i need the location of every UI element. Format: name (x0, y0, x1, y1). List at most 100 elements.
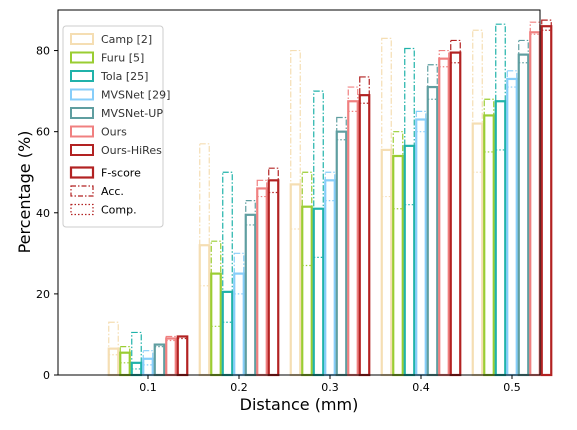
bar-fscore (119, 351, 131, 377)
bar-comp (165, 339, 177, 376)
bar-acc (256, 179, 268, 376)
bar-acc (472, 29, 483, 376)
y-tick-label: 20 (36, 288, 50, 301)
bar-comp (222, 321, 233, 376)
bar-fscore (210, 272, 222, 377)
bar-comp (506, 86, 518, 376)
bar-fscore (358, 94, 371, 377)
bar-comp (108, 354, 119, 376)
bar-comp (245, 224, 256, 376)
bar-fscore (438, 57, 450, 377)
legend-metric-entry: F-score (101, 167, 141, 180)
bar-comp (381, 195, 392, 376)
y-tick-label: 80 (36, 45, 50, 58)
bar-fscore (165, 337, 177, 377)
legend-swatch (70, 51, 94, 64)
bar-fscore (529, 31, 541, 377)
bar-acc (381, 37, 392, 376)
bar-acc (336, 116, 347, 376)
bar-comp (472, 171, 483, 376)
bars-layer (107, 19, 553, 377)
legend-swatch (70, 107, 94, 119)
bar-fscore (107, 347, 120, 377)
bar-comp (290, 228, 301, 376)
bar-fscore (347, 100, 359, 377)
bar-fscore (221, 290, 234, 377)
bar-comp (233, 293, 245, 376)
bar-acc (541, 19, 552, 376)
bar-fscore (392, 154, 404, 377)
bar-comp (495, 149, 506, 376)
bar-comp (256, 195, 268, 376)
bar-comp (415, 131, 427, 376)
bar-comp (199, 285, 210, 376)
y-axis-label: Percentage (%) (15, 131, 34, 254)
bar-acc (222, 171, 233, 376)
x-axis: 0.1 0.2 0.3 0.4 0.5 (139, 375, 521, 394)
bar-fscore (244, 213, 257, 377)
x-tick-label: 0.1 (139, 381, 157, 394)
bar-acc (438, 49, 450, 376)
bar-acc (313, 90, 324, 376)
bar-comp (177, 337, 188, 376)
bar-fscore (471, 122, 484, 377)
plot-frame (57, 9, 541, 376)
bar-fscore (380, 148, 393, 377)
x-tick-label: 0.4 (412, 381, 430, 394)
legend-entry: MVSNet [29] (101, 89, 170, 102)
bar-acc (529, 21, 541, 376)
bar-comp (404, 204, 415, 376)
bar-fscore (540, 25, 553, 377)
bar-acc (154, 343, 165, 376)
bar-acc (268, 167, 279, 376)
bar-acc (199, 143, 210, 376)
legend-entry: Camp [2] (101, 33, 152, 46)
bar-fscore (233, 272, 245, 377)
legend-swatch (70, 125, 94, 138)
x-tick-label: 0.3 (321, 381, 339, 394)
y-tick-label: 0 (43, 369, 50, 382)
bar-acc (495, 23, 506, 376)
bar-acc (245, 200, 256, 376)
y-tick-label: 40 (36, 207, 50, 220)
y-axis: 0 20 40 60 80 (36, 45, 58, 382)
x-axis-label: Distance (mm) (240, 395, 359, 414)
legend-metric-entry: Comp. (101, 204, 137, 217)
bar-acc (290, 49, 301, 376)
legend-metric-swatch (70, 203, 94, 216)
bar-acc (359, 76, 370, 376)
bar-comp (450, 62, 461, 376)
bar-acc (233, 252, 245, 376)
legend-metric-entry: Acc. (101, 185, 124, 198)
legend-metric-swatch (69, 166, 95, 179)
legend-entry: Tola [25] (100, 70, 148, 83)
bar-acc (415, 110, 427, 376)
bar-comp (529, 33, 541, 376)
bar-comp (324, 200, 336, 376)
bar-fscore (449, 51, 462, 377)
bar-comp (313, 256, 324, 376)
legend-swatch (70, 70, 94, 82)
bar-comp (210, 325, 222, 376)
bar-comp (427, 98, 438, 376)
bar-fscore (415, 118, 427, 377)
bar-comp (119, 362, 131, 376)
bar-acc (165, 335, 177, 376)
legend-entry: Furu [5] (101, 52, 144, 65)
legend-entry: Ours-HiRes (101, 144, 162, 157)
bar-fscore (142, 357, 154, 377)
bar-fscore (267, 179, 280, 377)
legend-entry: MVSNet-UP (101, 107, 163, 120)
bar-comp (359, 102, 370, 376)
bar-comp (392, 208, 404, 376)
bar-acc (483, 98, 495, 376)
bar-fscore (153, 343, 166, 377)
bar-fscore (289, 183, 302, 377)
bar-fscore (176, 335, 189, 377)
bar-acc (131, 331, 142, 376)
bar-acc (142, 350, 154, 376)
bar-fscore (256, 187, 268, 377)
bar-fscore (403, 144, 416, 377)
